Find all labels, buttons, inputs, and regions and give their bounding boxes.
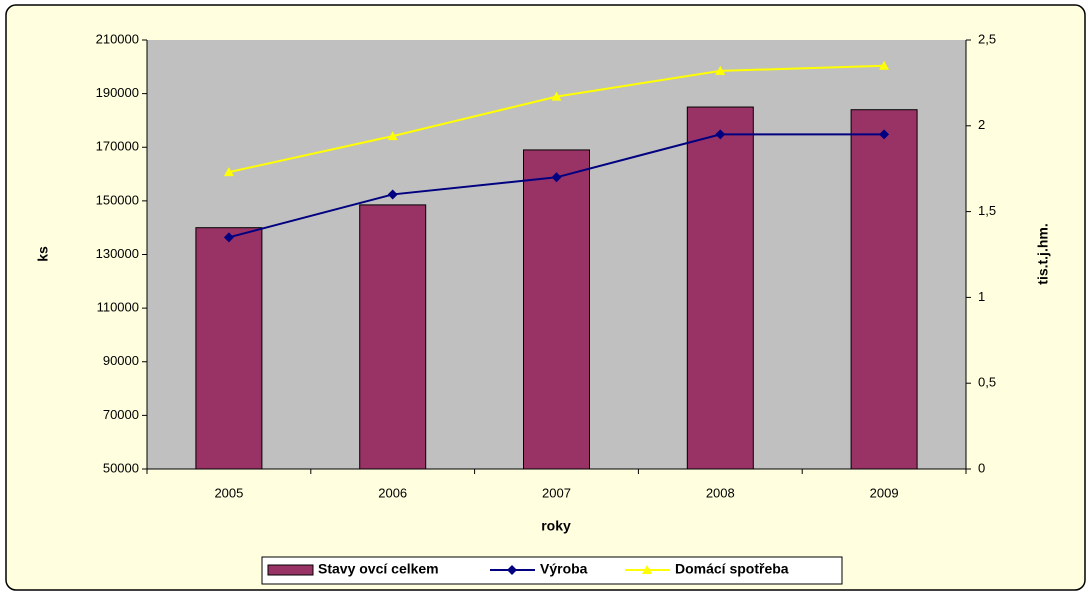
x-tick-label: 2007: [542, 485, 571, 500]
legend-box: [261, 556, 843, 585]
marker: [551, 172, 562, 183]
marker: [642, 565, 652, 574]
marker: [507, 565, 517, 575]
x-tick-label: 2009: [870, 485, 899, 500]
y-tick-label: 110000: [97, 300, 139, 315]
marker: [879, 60, 890, 70]
y-tick-label: 190000: [96, 85, 139, 100]
y2-tick-label: 2,5: [978, 31, 996, 46]
y2-tick-label: 0,5: [978, 375, 996, 390]
y-tick-label: 210000: [96, 31, 139, 46]
y-tick-label: 170000: [96, 139, 139, 154]
y2-tick-label: 1,5: [978, 203, 996, 218]
marker: [715, 129, 726, 140]
y2-tick-label: 1: [978, 289, 985, 304]
marker: [387, 131, 398, 141]
marker: [387, 189, 398, 200]
legend-label: Domácí spotřeba: [675, 561, 789, 577]
x-tick-label: 2008: [706, 485, 735, 500]
bar: [359, 204, 427, 470]
marker: [551, 91, 562, 101]
y-tick-label: 90000: [103, 353, 139, 368]
y2-tick-label: 0: [978, 460, 985, 475]
y-tick-label: 50000: [103, 460, 139, 475]
y-axis-title: ks: [35, 246, 51, 262]
legend-label: Výroba: [540, 561, 588, 577]
legend-swatch: [267, 564, 314, 576]
bar: [195, 227, 263, 470]
y-tick-label: 130000: [96, 246, 139, 261]
bar: [850, 109, 918, 470]
marker: [879, 129, 890, 140]
bar: [523, 149, 590, 470]
legend-label: Stavy ovcí celkem: [318, 561, 439, 577]
y-tick-label: 150000: [96, 192, 139, 207]
marker: [715, 65, 726, 75]
x-tick-label: 2006: [378, 485, 407, 500]
y-tick-label: 70000: [103, 407, 139, 422]
y2-axis-title: tis.t.j.hm.: [1035, 223, 1051, 284]
x-axis-title: roky: [541, 518, 571, 534]
y2-tick-label: 2: [978, 117, 985, 132]
marker: [223, 167, 234, 177]
marker: [223, 232, 234, 243]
bar: [686, 106, 754, 470]
x-tick-label: 2005: [214, 485, 243, 500]
